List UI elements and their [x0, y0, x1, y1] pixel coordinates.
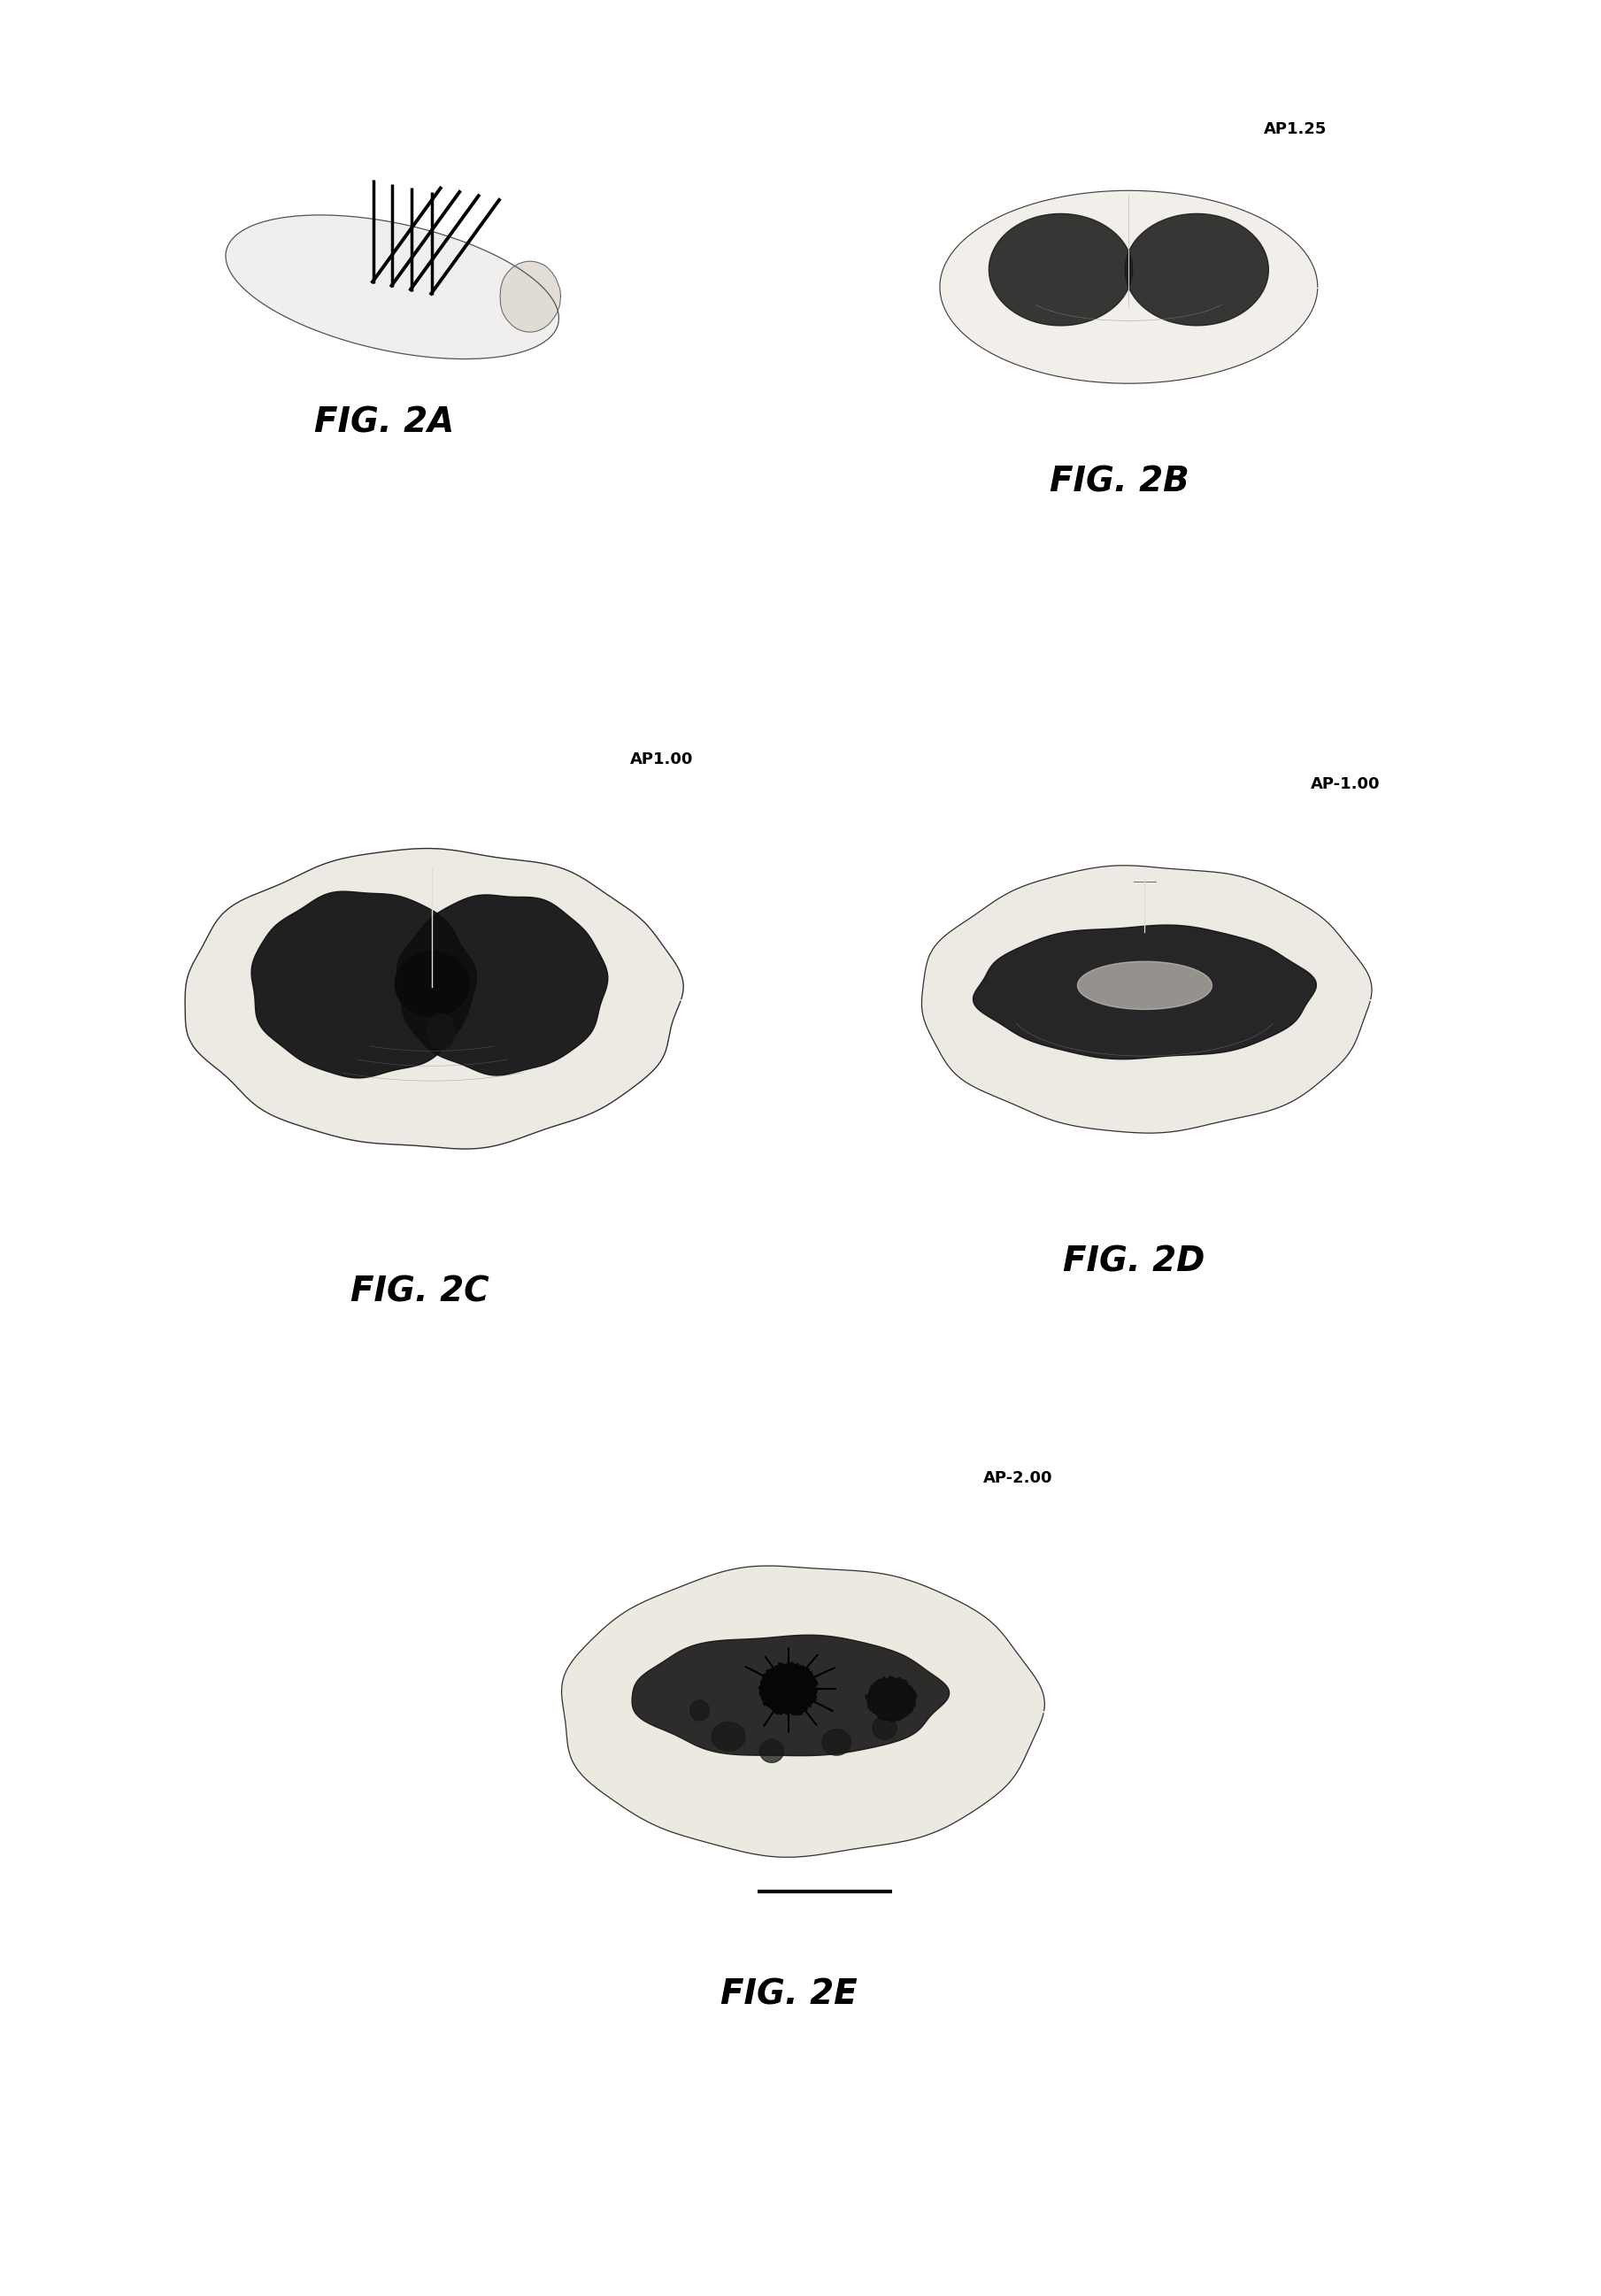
Polygon shape: [865, 1676, 917, 1722]
Polygon shape: [226, 216, 559, 358]
Polygon shape: [632, 1635, 949, 1756]
Polygon shape: [712, 1722, 746, 1752]
Polygon shape: [427, 1015, 455, 1049]
Polygon shape: [760, 1740, 784, 1763]
Text: AP1.25: AP1.25: [1263, 122, 1327, 138]
Polygon shape: [1126, 214, 1268, 326]
Polygon shape: [873, 1717, 897, 1740]
Text: AP-2.00: AP-2.00: [983, 1469, 1053, 1486]
Polygon shape: [690, 1701, 709, 1720]
Text: FIG. 2D: FIG. 2D: [1063, 1244, 1204, 1279]
Polygon shape: [973, 925, 1316, 1058]
Polygon shape: [500, 262, 560, 333]
Text: FIG. 2C: FIG. 2C: [351, 1274, 490, 1309]
Polygon shape: [395, 951, 469, 1017]
Polygon shape: [562, 1566, 1044, 1857]
Text: FIG. 2B: FIG. 2B: [1049, 466, 1190, 498]
Polygon shape: [989, 214, 1132, 326]
Text: FIG. 2A: FIG. 2A: [314, 406, 453, 439]
Polygon shape: [186, 850, 684, 1148]
Polygon shape: [759, 1662, 818, 1715]
Text: AP-1.00: AP-1.00: [1311, 776, 1380, 792]
Text: AP1.00: AP1.00: [629, 751, 693, 767]
Polygon shape: [397, 895, 608, 1075]
Polygon shape: [251, 891, 477, 1079]
Polygon shape: [922, 866, 1372, 1134]
Text: FIG. 2E: FIG. 2E: [720, 1979, 857, 2011]
Polygon shape: [940, 191, 1318, 383]
Polygon shape: [823, 1729, 852, 1756]
Polygon shape: [1077, 962, 1212, 1010]
